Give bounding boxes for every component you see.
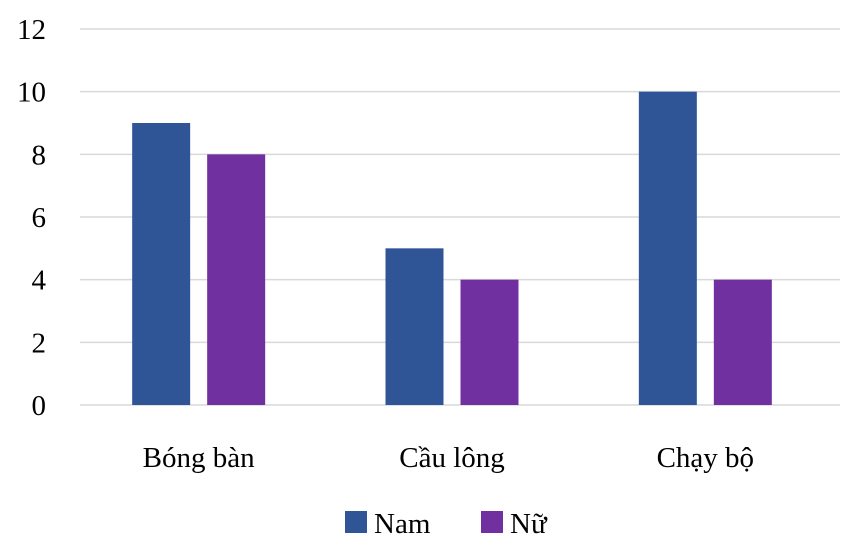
bars — [132, 91, 772, 406]
bar-nam-2 — [638, 91, 697, 406]
bar-nu-2 — [713, 279, 772, 405]
x-tick-label: Chạy bộ — [657, 442, 754, 474]
legend-label: Nữ — [510, 508, 548, 537]
y-tick-label: 10 — [17, 77, 46, 109]
gridlines — [80, 28, 840, 406]
bar-nu-0 — [207, 154, 266, 405]
y-tick-label: 6 — [32, 202, 47, 234]
legend-label: Nam — [374, 508, 431, 537]
y-tick-label: 8 — [32, 139, 47, 171]
legend-swatch — [345, 511, 367, 533]
y-tick-label: 4 — [32, 265, 47, 297]
y-tick-label: 2 — [32, 327, 47, 359]
bar-nam-0 — [132, 123, 191, 405]
legend: Nam Nữ — [345, 508, 548, 537]
y-tick-label: 0 — [32, 390, 47, 422]
x-tick-label: Cầu lông — [399, 442, 505, 474]
y-axis-ticks: 0 2 4 6 8 10 12 — [17, 14, 47, 422]
y-tick-label: 12 — [17, 14, 46, 46]
x-axis-ticks: Bóng bàn Cầu lông Chạy bộ — [143, 442, 754, 474]
bar-nu-1 — [460, 279, 519, 405]
legend-swatch — [481, 511, 503, 533]
x-tick-label: Bóng bàn — [143, 442, 255, 474]
bar-nam-1 — [385, 248, 444, 405]
